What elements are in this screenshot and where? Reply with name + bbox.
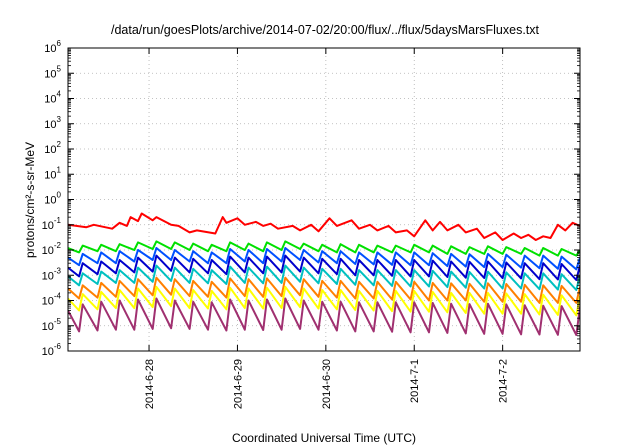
y-tick-label: 104 [44, 90, 61, 106]
x-tick-label: 2014-7-2 [498, 359, 510, 403]
series-line-4 [68, 254, 580, 281]
y-tick-base: 10 [44, 119, 56, 131]
y-tick-label: 10-2 [42, 241, 62, 257]
series-lines [68, 212, 580, 336]
series-group [68, 212, 580, 336]
y-tick-base: 10 [44, 94, 56, 106]
y-tick-base: 10 [44, 68, 56, 80]
y-tick-label: 105 [44, 64, 61, 80]
y-tick-base: 10 [42, 296, 54, 308]
x-tick-label: 2014-7-1 [409, 359, 421, 403]
y-tick-base: 10 [42, 346, 54, 358]
y-tick-label: 10-6 [42, 342, 62, 358]
y-tick-exponent: 5 [57, 64, 62, 73]
y-tick-exponent: -1 [54, 216, 62, 225]
x-axis-label: Coordinated Universal Time (UTC) [232, 431, 416, 445]
y-axis-label-group: protons/cm²-s-sr-MeV [23, 142, 37, 258]
y-tick-base: 10 [44, 43, 56, 55]
series-line-3 [68, 247, 580, 271]
y-tick-label: 103 [44, 115, 61, 131]
series-line-8 [68, 297, 580, 336]
y-tick-exponent: 4 [57, 90, 62, 99]
y-tick-base: 10 [44, 169, 56, 181]
y-tick-exponent: -2 [54, 241, 62, 250]
y-tick-base: 10 [42, 245, 54, 257]
series-line-6 [68, 276, 580, 304]
y-tick-exponent: 2 [57, 140, 62, 149]
x-tick-label: 2014-6-30 [321, 359, 333, 409]
series-line-7 [68, 285, 580, 317]
y-tick-exponent: 1 [57, 165, 62, 174]
x-tick-label: 2014-6-28 [144, 359, 156, 409]
y-tick-label: 101 [44, 165, 61, 181]
y-tick-label: 106 [44, 39, 61, 55]
y-tick-base: 10 [44, 195, 56, 207]
y-tick-label: 10-5 [42, 317, 62, 333]
x-tick-label: 2014-6-29 [232, 359, 244, 409]
y-tick-exponent: -6 [54, 342, 62, 351]
y-axis-label: protons/cm²-s-sr-MeV [23, 142, 37, 258]
y-tick-exponent: -3 [54, 266, 62, 275]
y-tick-label: 10-3 [42, 266, 62, 282]
y-tick-label: 102 [44, 140, 61, 156]
y-tick-label: 10-4 [42, 292, 62, 308]
ticks: 10610510410310210110010-110-210-310-410-… [42, 39, 580, 409]
y-tick-exponent: 6 [57, 39, 62, 48]
y-tick-exponent: 0 [57, 191, 62, 200]
chart-title: /data/run/goesPlots/archive/2014-07-02/2… [111, 23, 540, 37]
series-line-5 [68, 264, 580, 291]
y-tick-base: 10 [42, 321, 54, 333]
y-tick-exponent: 3 [57, 115, 62, 124]
y-tick-base: 10 [44, 144, 56, 156]
y-tick-label: 100 [44, 191, 61, 207]
y-tick-base: 10 [42, 220, 54, 232]
y-tick-exponent: -4 [54, 292, 62, 301]
y-tick-label: 10-1 [42, 216, 62, 232]
series-line-1 [68, 212, 580, 241]
y-tick-base: 10 [42, 270, 54, 282]
series-line-2 [68, 240, 580, 257]
y-tick-exponent: -5 [54, 317, 62, 326]
